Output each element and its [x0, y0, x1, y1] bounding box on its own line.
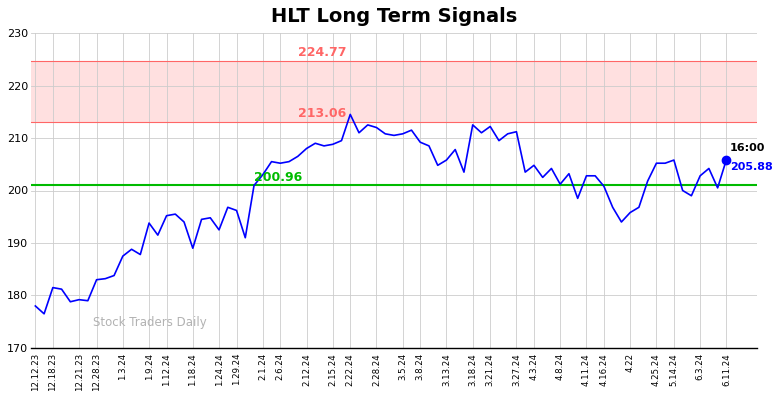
- Text: 224.77: 224.77: [298, 46, 347, 59]
- Text: 200.96: 200.96: [254, 171, 303, 184]
- Text: Stock Traders Daily: Stock Traders Daily: [93, 316, 206, 329]
- Text: 205.88: 205.88: [730, 162, 773, 172]
- Text: 213.06: 213.06: [298, 107, 346, 120]
- Title: HLT Long Term Signals: HLT Long Term Signals: [270, 7, 517, 26]
- Text: 16:00: 16:00: [730, 143, 765, 153]
- Bar: [31, 60, 757, 122]
